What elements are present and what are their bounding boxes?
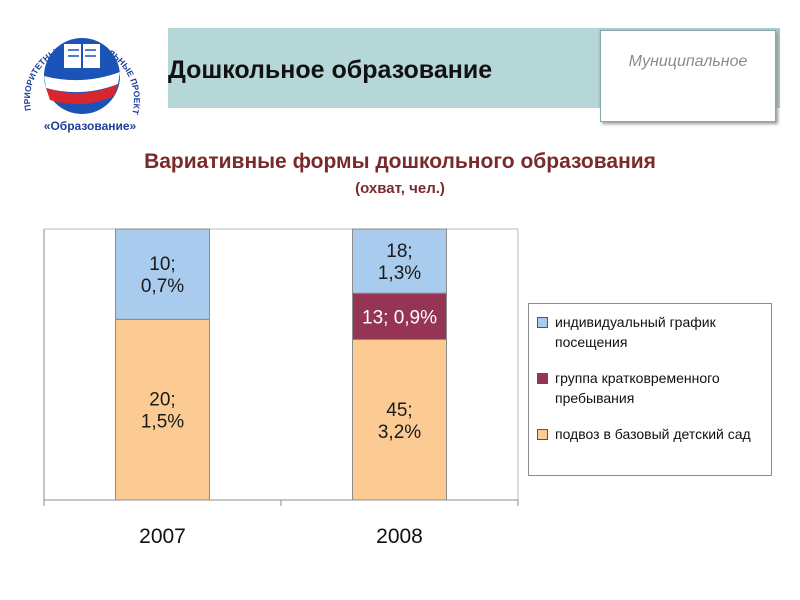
legend-swatch-transport — [537, 429, 548, 440]
page-title: Дошкольное образование — [168, 56, 493, 84]
bar-segment — [352, 228, 447, 294]
logo-stripe-red — [46, 84, 118, 105]
x-tick-label: 2007 — [139, 525, 186, 548]
municipal-badge: Муниципальное — [600, 30, 776, 122]
bar-segment — [115, 228, 210, 320]
bar-segment — [115, 318, 210, 501]
bar-data-label: 20; 1,5% — [141, 390, 184, 433]
legend-swatch-short-stay — [537, 373, 548, 384]
x-tick-label: 2008 — [376, 525, 423, 548]
education-project-logo: ПРИОРИТЕТНЫЕ НАЦИОНАЛЬНЫЕ ПРОЕКТЫ «Образ… — [4, 14, 142, 133]
municipal-badge-label: Муниципальное — [628, 53, 748, 70]
logo-name: «Образование» — [44, 119, 137, 133]
bar-segment — [352, 339, 447, 501]
bar-data-label: 18; 1,3% — [378, 241, 421, 284]
logo-stripe-white — [44, 72, 120, 93]
chart-subtitle: (охват, чел.) — [355, 180, 445, 197]
legend-swatch-individual — [537, 317, 548, 328]
bar-data-label: 45; 3,2% — [378, 400, 421, 443]
bar-data-label: 13; 0,9% — [362, 307, 437, 328]
bar-data-label: 10; 0,7% — [141, 254, 184, 297]
chart-title: Вариативные формы дошкольного образовани… — [144, 150, 656, 173]
bar-segment — [352, 292, 447, 341]
chart-legend: индивидуальный график посещения группа к… — [528, 303, 772, 476]
